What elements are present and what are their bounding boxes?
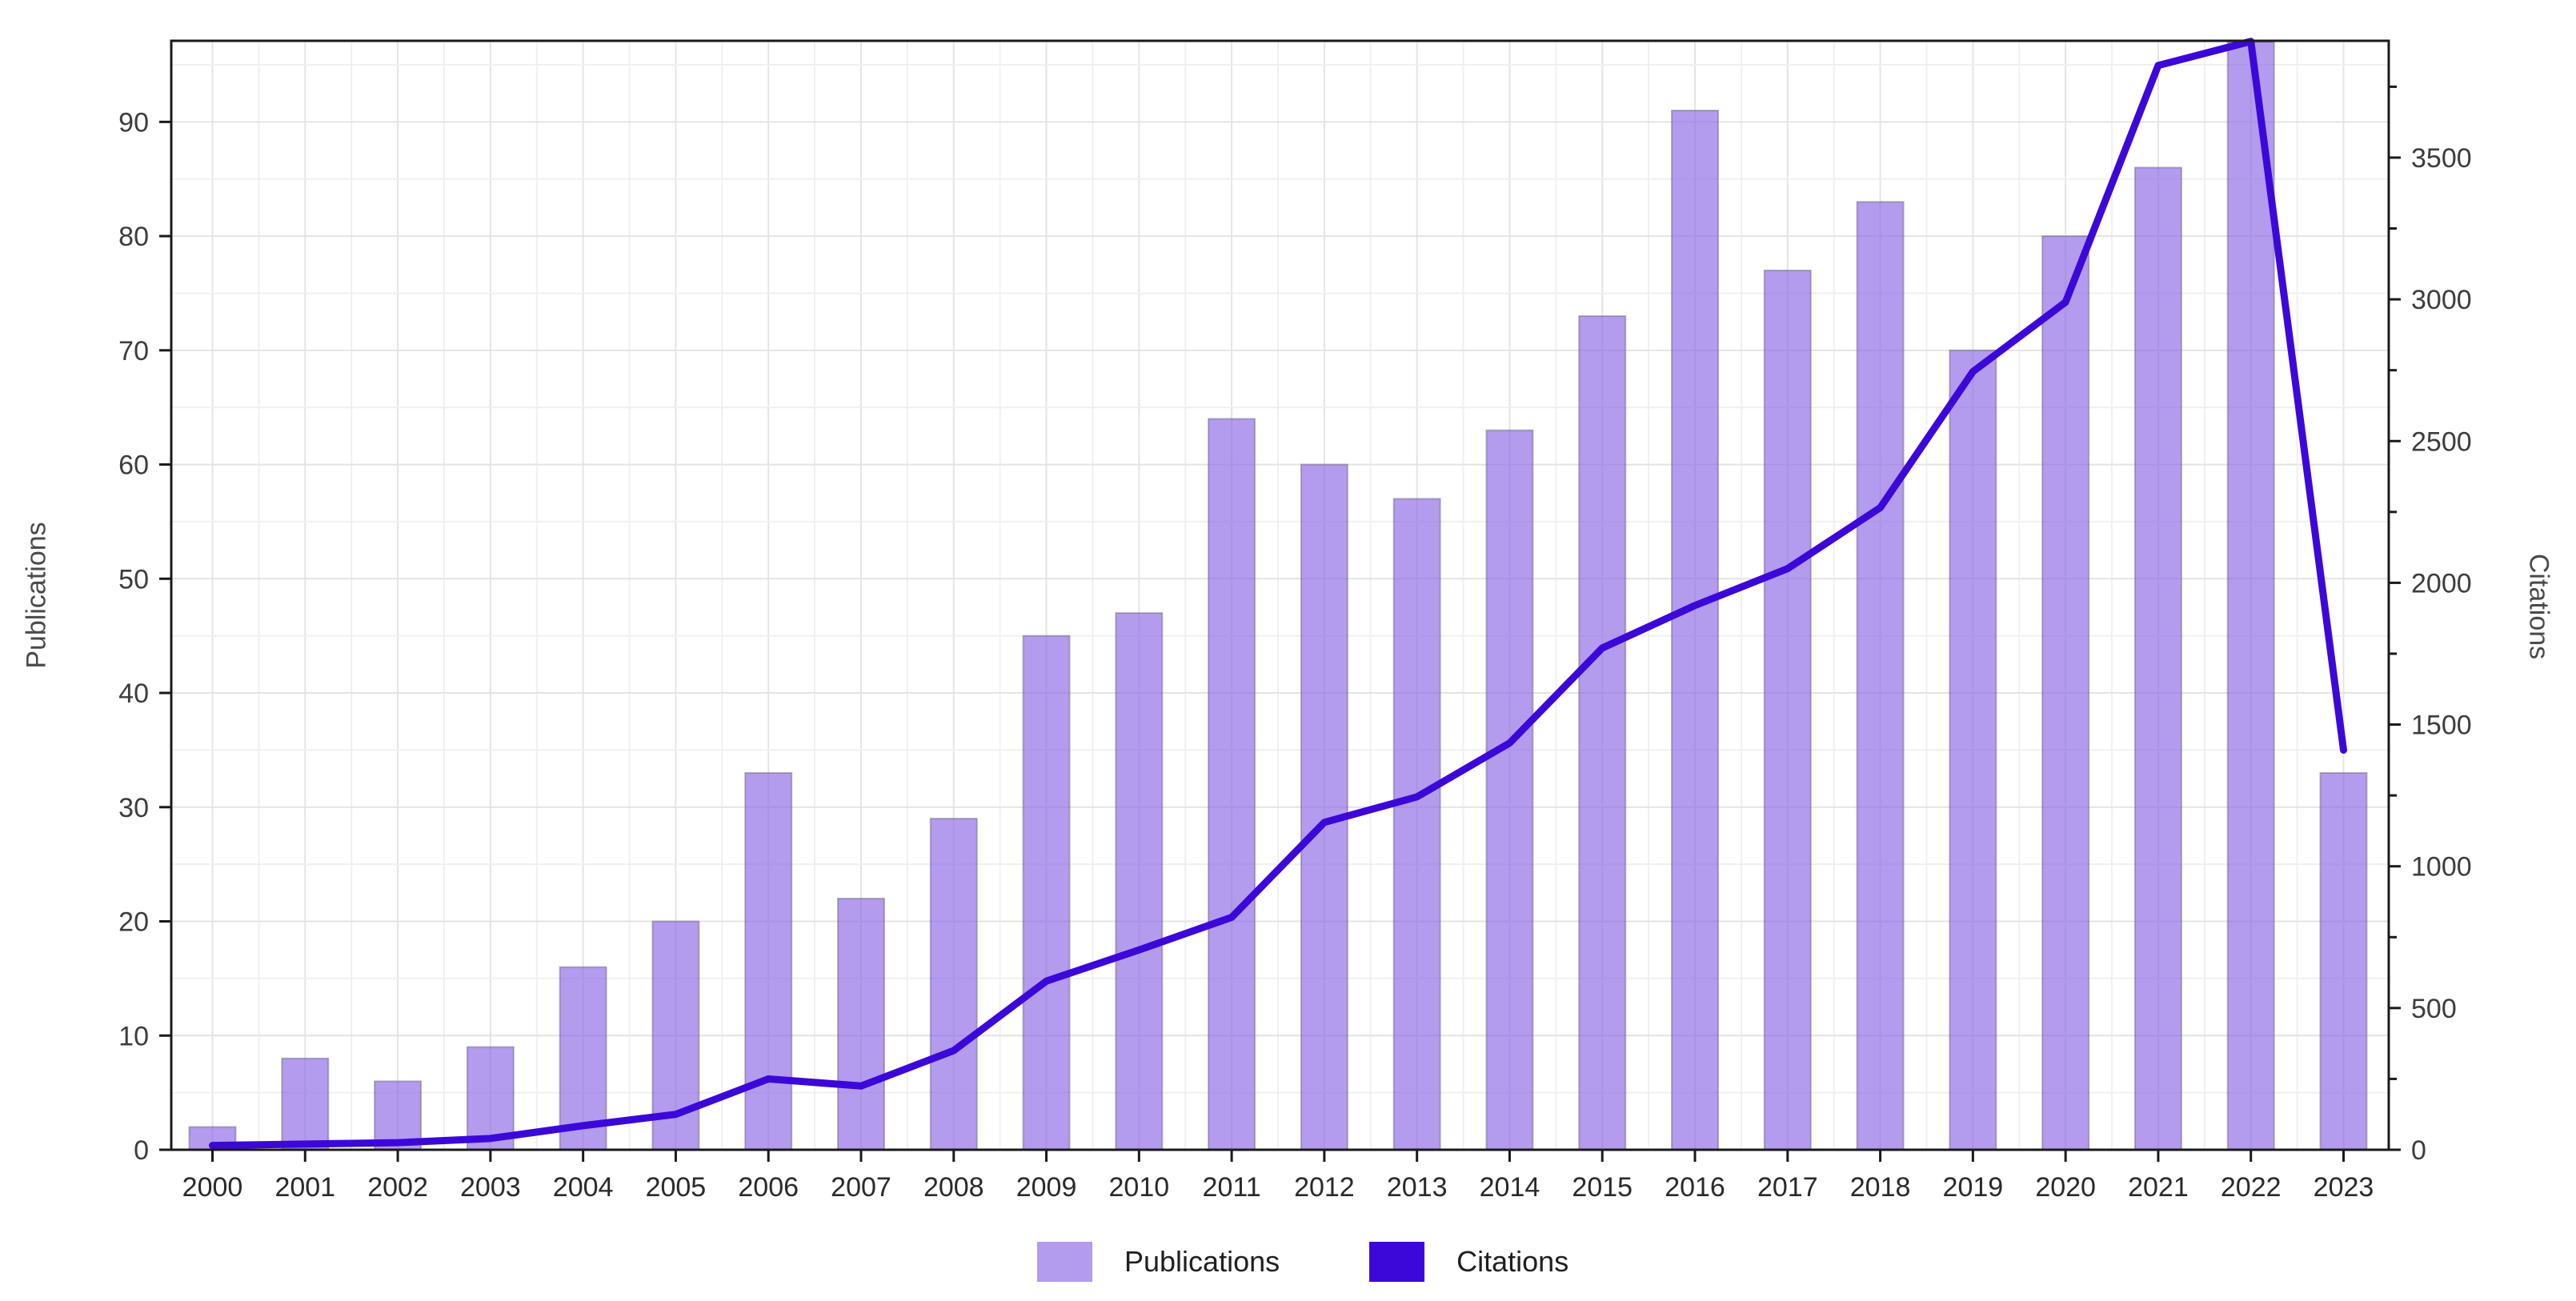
citations-line xyxy=(209,38,2347,1150)
y-left-tick-label: 90 xyxy=(118,107,149,138)
x-tick-label: 2019 xyxy=(1943,1172,2004,1203)
x-tick-label: 2004 xyxy=(553,1172,614,1203)
right-axis-title: Citations xyxy=(2523,553,2554,660)
bar-2020 xyxy=(2041,235,2090,1151)
x-tick-label: 2000 xyxy=(182,1172,243,1203)
y-left-tick-label: 10 xyxy=(118,1021,149,1051)
legend-entry-citations: Citations xyxy=(1369,1242,1568,1282)
legend-entry-publications: Publications xyxy=(1037,1242,1280,1282)
bar-2003 xyxy=(466,1046,515,1151)
y-right-tick-label: 1000 xyxy=(2411,852,2472,883)
bar-2015 xyxy=(1578,315,1627,1151)
x-tick-label: 2007 xyxy=(831,1172,891,1203)
bar-2016 xyxy=(1671,110,1720,1151)
bar-2023 xyxy=(2319,771,2368,1151)
y-right-tick-label: 3000 xyxy=(2411,285,2472,315)
x-tick-label: 2018 xyxy=(1850,1172,1911,1203)
y-left-tick-label: 80 xyxy=(118,222,149,252)
x-tick-label: 2008 xyxy=(923,1172,984,1203)
x-tick-label: 2009 xyxy=(1016,1172,1077,1203)
x-tick-label: 2022 xyxy=(2221,1172,2282,1203)
bar-2018 xyxy=(1856,201,1905,1151)
bar-2009 xyxy=(1022,634,1071,1151)
bar-2019 xyxy=(1949,349,1997,1151)
y-right-tick-label: 1500 xyxy=(2411,711,2472,741)
y-right-tick-label: 500 xyxy=(2411,994,2457,1024)
legend-swatch-publications xyxy=(1037,1242,1092,1282)
axis-ticks xyxy=(159,85,2401,1162)
publications-bars xyxy=(188,41,2368,1151)
y-left-tick-label: 20 xyxy=(118,907,149,938)
x-tick-label: 2002 xyxy=(367,1172,428,1203)
bar-2007 xyxy=(836,897,885,1151)
y-left-tick-label: 0 xyxy=(134,1135,149,1166)
x-tick-label: 2005 xyxy=(646,1172,707,1203)
legend-label-citations: Citations xyxy=(1456,1245,1569,1278)
y-left-tick-label: 40 xyxy=(118,679,149,709)
y-left-tick-label: 30 xyxy=(118,793,149,823)
bar-2008 xyxy=(929,818,978,1151)
x-tick-label: 2006 xyxy=(738,1172,799,1203)
x-tick-label: 2010 xyxy=(1109,1172,1170,1203)
axis-tick-labels: 2000 2001 2002 2003 2004 2005 2006 2007 2008 2009… xyxy=(118,107,2471,1203)
x-tick-label: 2003 xyxy=(460,1172,521,1203)
y-right-tick-label: 2000 xyxy=(2411,568,2472,598)
y-left-tick-label: 70 xyxy=(118,336,149,366)
x-tick-label: 2012 xyxy=(1294,1172,1355,1203)
y-left-tick-label: 50 xyxy=(118,564,149,594)
x-tick-label: 2014 xyxy=(1480,1172,1540,1203)
bar-2017 xyxy=(1763,269,1812,1151)
bar-2012 xyxy=(1300,463,1348,1151)
y-right-tick-label: 2500 xyxy=(2411,426,2472,457)
legend-swatch-citations xyxy=(1369,1242,1425,1282)
x-tick-label: 2016 xyxy=(1665,1172,1725,1203)
bar-2002 xyxy=(374,1080,423,1151)
plot-border xyxy=(170,39,2390,1151)
bar-2006 xyxy=(744,771,793,1151)
x-tick-label: 2021 xyxy=(2128,1172,2189,1203)
legend-label-publications: Publications xyxy=(1124,1245,1280,1278)
x-tick-label: 2015 xyxy=(1572,1172,1633,1203)
bar-2011 xyxy=(1208,418,1256,1151)
bar-2010 xyxy=(1115,612,1164,1151)
x-tick-label: 2023 xyxy=(2314,1172,2374,1203)
y-left-tick-label: 60 xyxy=(118,450,149,481)
bar-2013 xyxy=(1392,498,1441,1151)
bar-2021 xyxy=(2133,166,2182,1151)
x-tick-label: 2001 xyxy=(274,1172,335,1203)
x-tick-label: 2020 xyxy=(2035,1172,2096,1203)
bar-2001 xyxy=(281,1057,330,1151)
y-right-tick-label: 3500 xyxy=(2411,143,2472,174)
x-tick-label: 2017 xyxy=(1757,1172,1818,1203)
x-tick-label: 2011 xyxy=(1203,1172,1261,1203)
y-right-tick-label: 0 xyxy=(2411,1135,2426,1166)
legend: Publications Citations xyxy=(1037,1242,1568,1282)
bar-2022 xyxy=(2226,41,2275,1151)
bar-2014 xyxy=(1485,429,1534,1151)
left-axis-title: Publications xyxy=(21,522,52,669)
x-tick-label: 2013 xyxy=(1387,1172,1448,1203)
